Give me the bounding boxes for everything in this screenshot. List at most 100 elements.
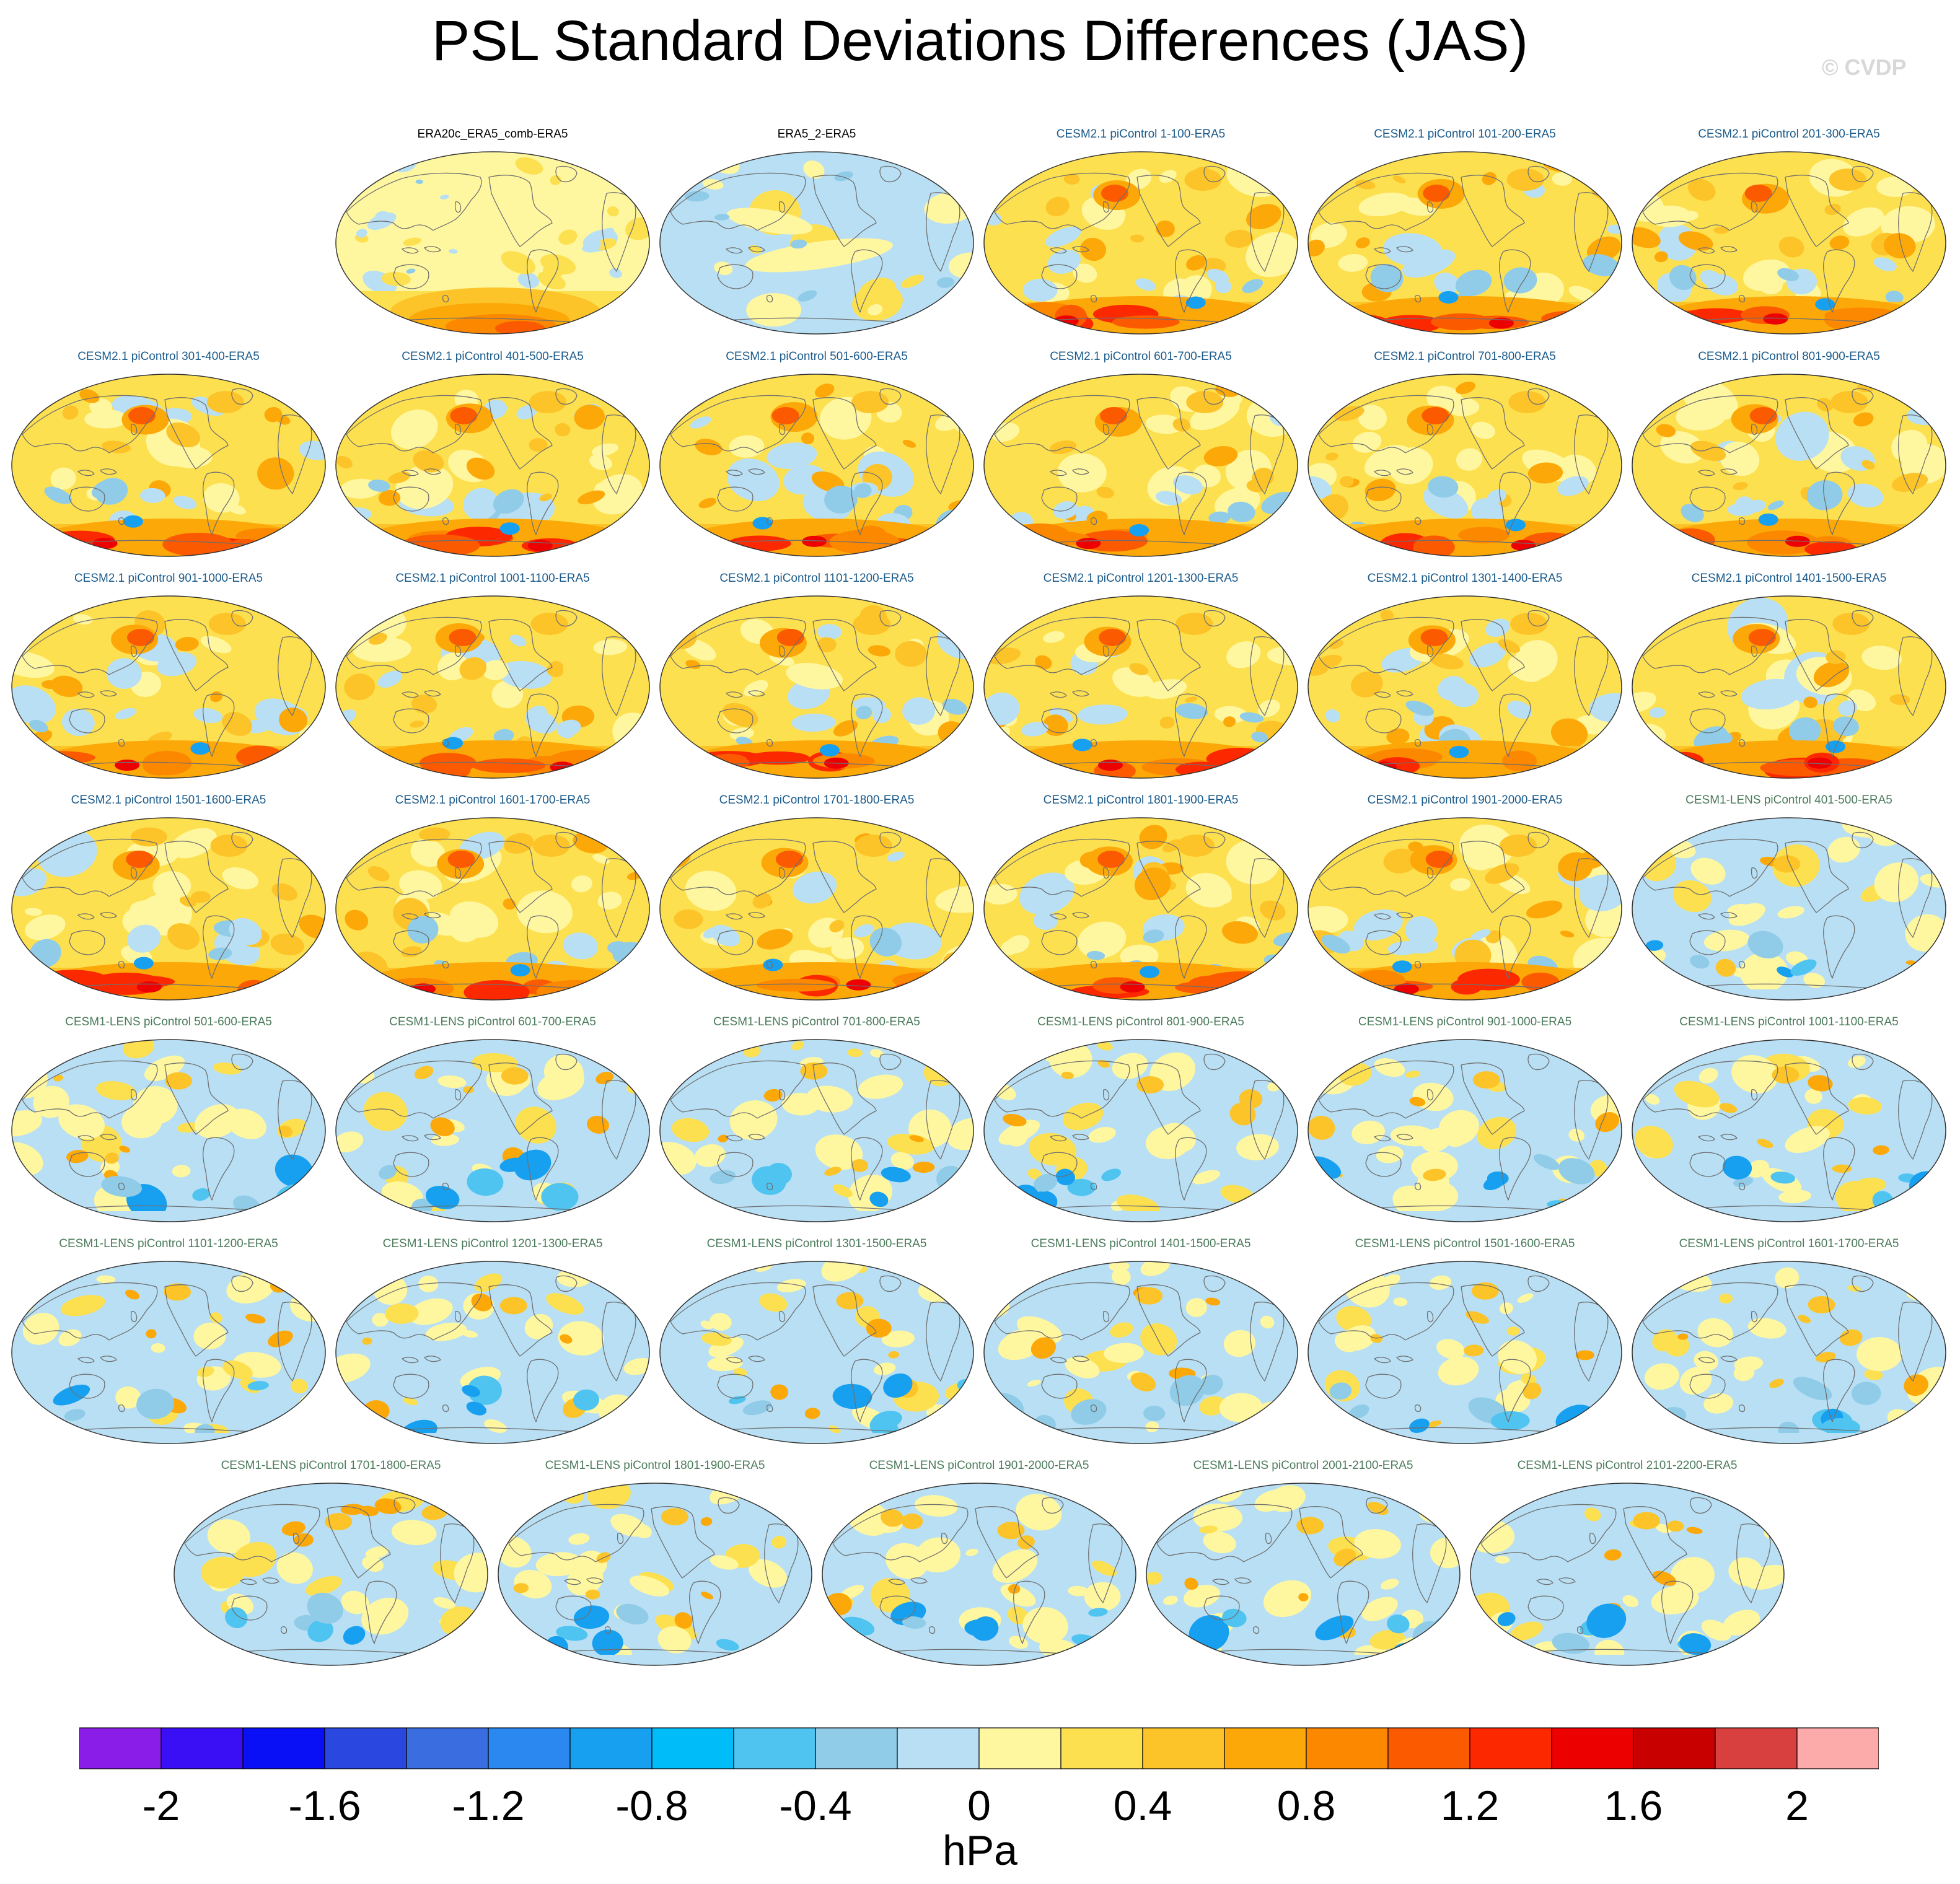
psl-field bbox=[984, 1261, 1298, 1444]
colorbar-swatch bbox=[79, 1727, 162, 1769]
panel-title: CESM2.1 piControl 701-800-ERA5 bbox=[1374, 350, 1556, 363]
colorbar bbox=[79, 1727, 1879, 1769]
colorbar-swatch bbox=[978, 1727, 1061, 1769]
psl-field bbox=[1632, 374, 1946, 556]
page-title: PSL Standard Deviations Differences (JAS… bbox=[431, 9, 1529, 72]
psl-field bbox=[12, 1040, 325, 1222]
psl-field bbox=[12, 1261, 325, 1444]
colorbar-swatch bbox=[1551, 1727, 1634, 1769]
psl-field bbox=[336, 818, 649, 1000]
panel-title: CESM1-LENS piControl 801-900-ERA5 bbox=[1037, 1015, 1244, 1028]
psl-field bbox=[984, 374, 1298, 556]
colorbar-swatch bbox=[1306, 1727, 1389, 1769]
map-panel: CESM2.1 piControl 1-100-ERA5 bbox=[982, 128, 1299, 338]
psl-field bbox=[660, 152, 973, 334]
robinson-map bbox=[1307, 374, 1622, 557]
psl-field bbox=[12, 374, 325, 556]
psl-field bbox=[660, 818, 973, 1000]
colorbar-tick-label: -0.8 bbox=[615, 1782, 688, 1829]
map-panel: CESM1-LENS piControl 1701-1800-ERA5 bbox=[172, 1459, 490, 1670]
psl-field bbox=[1308, 818, 1622, 1000]
robinson-map bbox=[983, 1039, 1298, 1222]
colorbar-tick-label: 2 bbox=[1785, 1782, 1809, 1829]
map-panel: CESM1-LENS piControl 701-800-ERA5 bbox=[658, 1015, 975, 1226]
colorbar-swatch bbox=[160, 1727, 244, 1769]
robinson-map bbox=[1307, 151, 1622, 335]
colorbar-swatch bbox=[1224, 1727, 1307, 1769]
panel-title: CESM2.1 piControl 1601-1700-ERA5 bbox=[395, 794, 591, 807]
map-panel: CESM2.1 piControl 701-800-ERA5 bbox=[1306, 350, 1624, 561]
robinson-map bbox=[983, 595, 1298, 779]
psl-field bbox=[1146, 1483, 1460, 1665]
psl-field bbox=[1632, 1261, 1946, 1444]
robinson-map bbox=[983, 817, 1298, 1001]
map-panel: CESM1-LENS piControl 501-600-ERA5 bbox=[10, 1015, 327, 1226]
psl-field bbox=[660, 374, 973, 556]
colorbar-tick-label: -2 bbox=[142, 1782, 180, 1829]
robinson-map bbox=[1307, 1261, 1622, 1444]
colorbar-swatch bbox=[1387, 1727, 1470, 1769]
panel-title: CESM2.1 piControl 201-300-ERA5 bbox=[1698, 128, 1880, 141]
colorbar-swatch bbox=[1060, 1727, 1143, 1769]
map-panel: ERA20c_ERA5_comb-ERA5 bbox=[334, 128, 651, 338]
colorbar-tick-label: -0.4 bbox=[779, 1782, 852, 1829]
psl-field bbox=[1632, 152, 1946, 334]
robinson-map bbox=[1632, 1039, 1946, 1222]
robinson-map bbox=[174, 1483, 488, 1666]
panel-title: CESM1-LENS piControl 501-600-ERA5 bbox=[65, 1015, 272, 1028]
map-panel: CESM1-LENS piControl 1901-2000-ERA5 bbox=[820, 1459, 1138, 1670]
colorbar-swatch bbox=[488, 1727, 571, 1769]
colorbar-units: hPa bbox=[943, 1827, 1017, 1874]
colorbar-swatch bbox=[1142, 1727, 1225, 1769]
map-panel: CESM2.1 piControl 1501-1600-ERA5 bbox=[10, 794, 327, 1004]
psl-field bbox=[1308, 374, 1622, 556]
panel-title: CESM1-LENS piControl 1301-1500-ERA5 bbox=[706, 1237, 927, 1250]
map-panel: CESM2.1 piControl 1001-1100-ERA5 bbox=[334, 572, 651, 782]
psl-field bbox=[1308, 1261, 1622, 1444]
watermark: © CVDP bbox=[1822, 55, 1907, 80]
robinson-map bbox=[335, 1261, 650, 1444]
robinson-map bbox=[335, 374, 650, 557]
colorbar-swatch bbox=[651, 1727, 734, 1769]
psl-field bbox=[12, 596, 325, 778]
robinson-map bbox=[983, 1261, 1298, 1444]
panel-title: CESM1-LENS piControl 1601-1700-ERA5 bbox=[1679, 1237, 1899, 1250]
panel-title: CESM2.1 piControl 901-1000-ERA5 bbox=[74, 572, 263, 585]
robinson-map bbox=[335, 595, 650, 779]
panel-title: ERA5_2-ERA5 bbox=[777, 128, 856, 141]
colorbar-swatch bbox=[815, 1727, 898, 1769]
panel-title: CESM1-LENS piControl 601-700-ERA5 bbox=[389, 1015, 596, 1028]
panel-title: CESM1-LENS piControl 2101-2200-ERA5 bbox=[1517, 1459, 1738, 1472]
panel-title: CESM1-LENS piControl 1401-1500-ERA5 bbox=[1031, 1237, 1251, 1250]
map-panel: CESM2.1 piControl 1101-1200-ERA5 bbox=[658, 572, 975, 782]
panel-title: ERA20c_ERA5_comb-ERA5 bbox=[417, 128, 568, 141]
map-panel: CESM2.1 piControl 801-900-ERA5 bbox=[1630, 350, 1948, 561]
psl-field bbox=[1308, 1040, 1622, 1222]
psl-field bbox=[1470, 1483, 1784, 1665]
psl-field bbox=[1632, 596, 1946, 778]
psl-field bbox=[1308, 152, 1622, 334]
panel-title: CESM1-LENS piControl 1001-1100-ERA5 bbox=[1679, 1015, 1899, 1028]
map-panel: CESM2.1 piControl 601-700-ERA5 bbox=[982, 350, 1299, 561]
colorbar-swatch bbox=[569, 1727, 653, 1769]
psl-field bbox=[822, 1483, 1136, 1665]
panel-title: CESM2.1 piControl 1301-1400-ERA5 bbox=[1367, 572, 1563, 585]
map-panel: CESM1-LENS piControl 1301-1500-ERA5 bbox=[658, 1237, 975, 1448]
psl-field bbox=[1308, 596, 1622, 778]
robinson-map bbox=[1307, 817, 1622, 1001]
panel-title: CESM1-LENS piControl 1101-1200-ERA5 bbox=[59, 1237, 278, 1250]
robinson-map bbox=[11, 1039, 326, 1222]
map-panel: CESM2.1 piControl 401-500-ERA5 bbox=[334, 350, 651, 561]
robinson-map bbox=[335, 151, 650, 335]
robinson-map bbox=[659, 817, 974, 1001]
robinson-map bbox=[11, 817, 326, 1001]
robinson-map bbox=[11, 374, 326, 557]
psl-field bbox=[660, 1261, 973, 1444]
psl-field bbox=[12, 818, 325, 1000]
psl-field bbox=[984, 596, 1298, 778]
map-panel: CESM1-LENS piControl 901-1000-ERA5 bbox=[1306, 1015, 1624, 1226]
colorbar-swatch bbox=[324, 1727, 407, 1769]
panel-title: CESM1-LENS piControl 901-1000-ERA5 bbox=[1358, 1015, 1572, 1028]
robinson-map bbox=[1632, 374, 1946, 557]
robinson-map bbox=[1307, 595, 1622, 779]
